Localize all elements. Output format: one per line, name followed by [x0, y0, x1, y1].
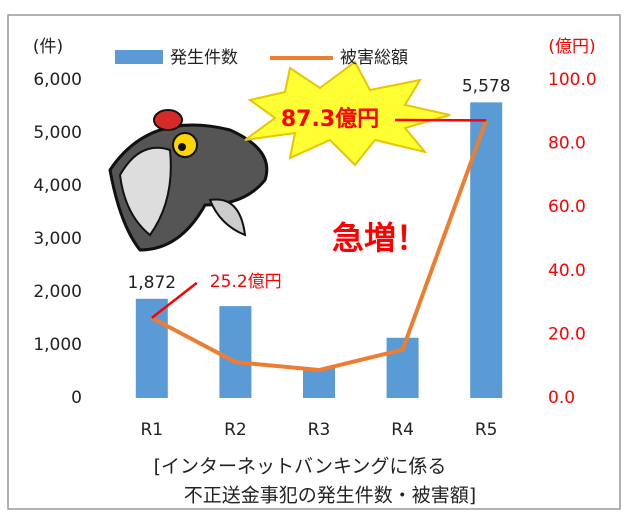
bar	[303, 368, 335, 398]
y2-tick-label: 0.0	[548, 388, 575, 408]
legend-swatch	[115, 50, 163, 64]
bar	[219, 306, 251, 398]
bar-value-label: 1,872	[127, 273, 176, 293]
y2-tick-label: 100.0	[548, 70, 597, 90]
chart: (件) (億円) 急増！ [インターネットバンキングに係る 不正送金事犯の発生件…	[0, 0, 629, 510]
x-tick-label: R3	[308, 420, 331, 440]
legend-label: 発生件数	[170, 48, 238, 68]
y2-tick-label: 60.0	[548, 197, 586, 217]
y-tick-label: 4,000	[33, 176, 82, 196]
x-tick-label: R2	[224, 420, 247, 440]
line-value-label: 87.3億円	[281, 106, 379, 132]
y2-tick-label: 80.0	[548, 134, 586, 154]
x-tick-label: R4	[391, 420, 414, 440]
y2-axis-label: (億円)	[548, 37, 595, 57]
caption-line: [インターネットバンキングに係る	[154, 456, 447, 478]
y-tick-label: 1,000	[33, 335, 82, 355]
y2-tick-label: 20.0	[548, 324, 586, 344]
legend-label: 被害総額	[340, 48, 408, 68]
annotation: 急増！	[332, 219, 428, 257]
y-tick-label: 6,000	[33, 70, 82, 90]
line-value-label: 25.2億円	[210, 272, 282, 292]
y-tick-label: 2,000	[33, 282, 82, 302]
y2-tick-label: 40.0	[548, 261, 586, 281]
y-tick-label: 5,000	[33, 123, 82, 143]
x-tick-label: R1	[140, 420, 163, 440]
x-tick-label: R5	[475, 420, 498, 440]
caption-line: 不正送金事犯の発生件数・被害額]	[184, 485, 476, 507]
y-tick-label: 0	[71, 388, 82, 408]
y-tick-label: 3,000	[33, 229, 82, 249]
y-axis-label: (件)	[33, 37, 63, 57]
bar	[136, 299, 168, 398]
bar-value-label: 5,578	[462, 76, 511, 96]
